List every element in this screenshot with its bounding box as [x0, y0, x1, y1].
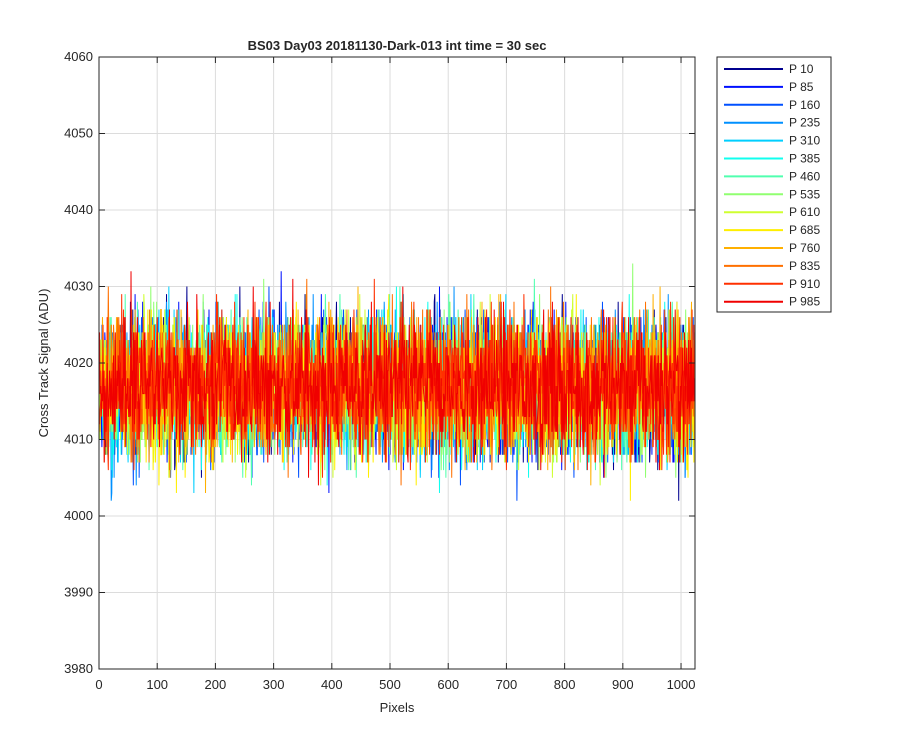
- x-tick-label: 900: [612, 677, 634, 692]
- y-axis-label: Cross Track Signal (ADU): [36, 289, 51, 438]
- series-line-p-985: [99, 271, 696, 486]
- legend-entry-label: P 310: [789, 134, 820, 148]
- legend-entry-label: P 535: [789, 187, 820, 201]
- legend-entry-label: P 460: [789, 169, 820, 183]
- legend: P 10 P 85 P 160 P 235 P 310 P 385 P 460 P 535 P …: [716, 56, 832, 313]
- legend-entry-label: P 160: [789, 98, 820, 112]
- axis-ticks: 0 100 200 300 400 500 600 700 800 900 1000 3980 3990…: [64, 49, 695, 692]
- legend-entry-label: P 85: [789, 80, 814, 94]
- y-tick-label: 3990: [64, 585, 93, 600]
- legend-entry-label: P 760: [789, 241, 820, 255]
- legend-box: [716, 56, 832, 313]
- legend-entry-label: P 685: [789, 223, 820, 237]
- x-tick-label: 400: [321, 677, 343, 692]
- legend-entry-label: P 10: [789, 62, 814, 76]
- x-tick-label: 800: [554, 677, 576, 692]
- y-tick-label: 4040: [64, 202, 93, 217]
- y-tick-label: 4050: [64, 126, 93, 141]
- y-tick-label: 3980: [64, 661, 93, 676]
- y-tick-label: 4000: [64, 508, 93, 523]
- y-tick-label: 4010: [64, 432, 93, 447]
- chart-title: BS03 Day03 20181130-Dark-013 int time = …: [248, 38, 547, 53]
- x-tick-label: 200: [205, 677, 227, 692]
- x-tick-label: 0: [95, 677, 102, 692]
- legend-entry-label: P 235: [789, 116, 820, 130]
- series-lines: [99, 263, 696, 501]
- legend-entry-label: P 835: [789, 259, 820, 273]
- legend-entry-label: P 610: [789, 205, 820, 219]
- x-tick-label: 500: [379, 677, 401, 692]
- x-tick-label: 100: [146, 677, 168, 692]
- legend-entry-label: P 985: [789, 295, 820, 309]
- x-axis-label: Pixels: [380, 700, 415, 715]
- x-tick-label: 300: [263, 677, 285, 692]
- x-tick-label: 600: [437, 677, 459, 692]
- x-tick-label: 1000: [667, 677, 696, 692]
- y-tick-label: 4030: [64, 279, 93, 294]
- y-tick-label: 4020: [64, 355, 93, 370]
- y-tick-label: 4060: [64, 49, 93, 64]
- legend-entry-label: P 385: [789, 152, 820, 166]
- x-tick-label: 700: [496, 677, 518, 692]
- legend-entry-label: P 910: [789, 277, 820, 291]
